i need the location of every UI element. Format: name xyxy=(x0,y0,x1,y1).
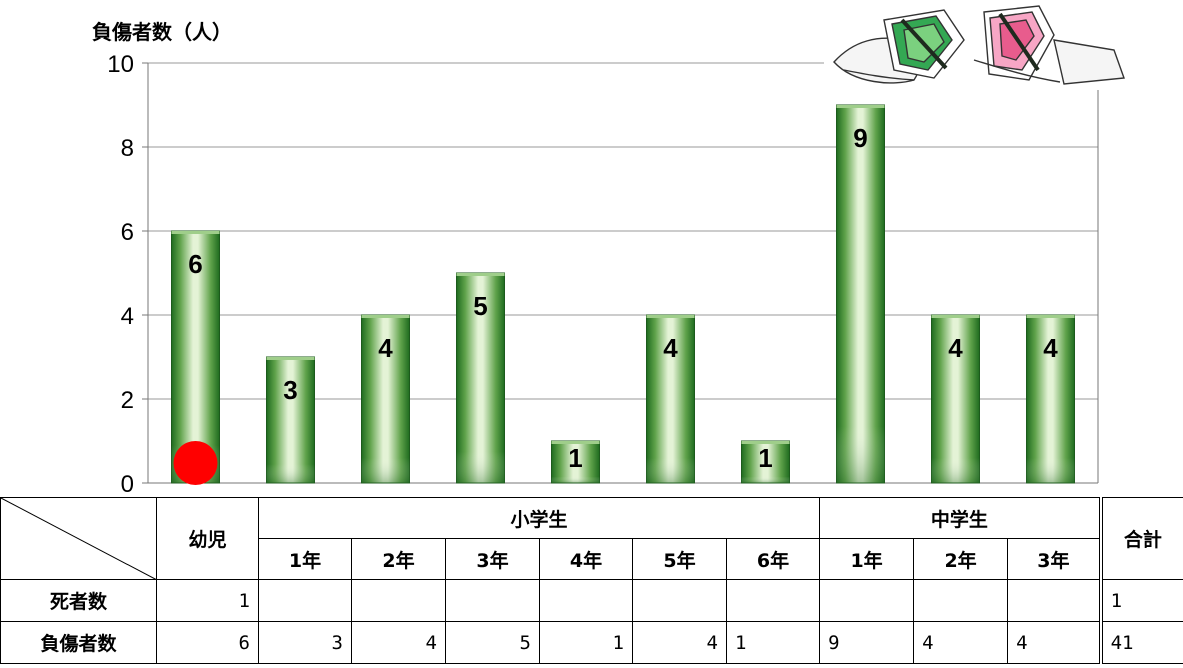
header-elem-grade: 5年 xyxy=(632,538,727,580)
injury-cell: 4 xyxy=(1007,621,1102,664)
data-label: 4 xyxy=(378,333,393,363)
injury-cell: 4 xyxy=(913,621,1009,664)
bar-top-highlight xyxy=(1026,315,1075,318)
table-row-injuries: 負傷者数 6 3 4 5 1 4 1 9 4 4 41 xyxy=(0,621,1183,664)
data-label: 9 xyxy=(853,123,867,153)
data-label: 1 xyxy=(758,443,772,473)
bar-shading xyxy=(266,357,315,483)
death-cell xyxy=(819,579,915,622)
bar-top-highlight xyxy=(361,315,410,318)
injury-cell: 1 xyxy=(725,621,821,664)
y-tick-label: 4 xyxy=(121,303,134,330)
header-elem-grade: 4年 xyxy=(539,538,633,580)
y-tick-label: 2 xyxy=(121,387,134,414)
bar-shading xyxy=(551,441,600,483)
injury-cell: 6 xyxy=(156,621,259,664)
y-tick-labels: 0 2 4 6 8 10 xyxy=(107,51,134,497)
y-tick-label: 0 xyxy=(121,471,134,497)
data-label: 3 xyxy=(283,375,297,405)
header-jh-grade: 2年 xyxy=(913,538,1009,580)
bar-chart: 0 2 4 6 8 10 6 3 4 5 1 4 1 9 4 4 xyxy=(107,51,1099,497)
header-elem-grade: 2年 xyxy=(351,538,446,580)
diagonal-line xyxy=(1,498,157,580)
bar-top-highlight xyxy=(931,315,980,318)
bar-top-highlight xyxy=(836,105,885,108)
data-label: 1 xyxy=(568,443,582,473)
bar-shading xyxy=(741,441,790,483)
bar-shading xyxy=(646,315,695,483)
injury-cell: 4 xyxy=(632,621,727,664)
header-elem-grade: 1年 xyxy=(258,538,352,580)
bar-top-highlight xyxy=(646,315,695,318)
death-cell: 1 xyxy=(156,579,259,622)
seatbelt-illustration xyxy=(824,0,1140,90)
injury-cell: 4 xyxy=(351,621,446,664)
header-jh-grade: 3年 xyxy=(1007,538,1102,580)
y-tick-label: 6 xyxy=(121,219,134,246)
data-label: 5 xyxy=(473,291,487,321)
bar-shading xyxy=(1026,315,1075,483)
header-preschool: 幼児 xyxy=(156,497,259,580)
data-label: 4 xyxy=(948,333,963,363)
death-cell xyxy=(913,579,1009,622)
injury-cell: 9 xyxy=(819,621,915,664)
header-elem-grade: 3年 xyxy=(445,538,540,580)
y-tick-label: 8 xyxy=(121,135,134,162)
bar-shading xyxy=(931,315,980,483)
header-junior-high: 中学生 xyxy=(819,497,1102,539)
row-label-injuries: 負傷者数 xyxy=(0,621,157,664)
bar-top-highlight xyxy=(266,357,315,360)
header-total: 合計 xyxy=(1098,497,1183,580)
death-marker xyxy=(173,441,218,485)
casualty-table: 幼児 小学生 中学生 合計 1年 2年 3年 4年 5年 6年 1年 2年 3年… xyxy=(0,497,1183,664)
death-cell xyxy=(725,579,821,622)
bar-shading xyxy=(361,315,410,483)
injury-cell: 5 xyxy=(445,621,540,664)
bar-top-highlight xyxy=(171,231,220,234)
death-cell xyxy=(539,579,633,622)
injury-total-cell: 41 xyxy=(1098,621,1183,664)
death-cell xyxy=(445,579,540,622)
data-label: 4 xyxy=(1043,333,1058,363)
header-elementary: 小学生 xyxy=(257,497,821,539)
row-label-deaths: 死者数 xyxy=(0,579,157,622)
bars xyxy=(171,104,1075,484)
bar-shading xyxy=(836,105,885,483)
y-axis-title: 負傷者数（人） xyxy=(92,20,232,44)
data-labels: 6 3 4 5 1 4 1 9 4 4 xyxy=(173,123,1058,485)
header-elem-grade: 6年 xyxy=(725,538,821,580)
bar-top-highlight xyxy=(551,441,600,444)
death-total-cell: 1 xyxy=(1098,579,1183,622)
header-jh-grade: 1年 xyxy=(819,538,915,580)
data-label: 6 xyxy=(188,249,202,279)
table-row-deaths: 死者数 1 1 xyxy=(0,579,1183,622)
data-label: 4 xyxy=(663,333,678,363)
death-cell xyxy=(351,579,446,622)
bar-shading xyxy=(456,273,505,483)
death-cell xyxy=(1007,579,1102,622)
death-cell xyxy=(632,579,727,622)
bar-top-highlight xyxy=(741,441,790,444)
table-corner-cell xyxy=(0,497,157,580)
injury-cell: 3 xyxy=(258,621,352,664)
death-cell xyxy=(258,579,352,622)
y-tick-label: 10 xyxy=(107,51,134,78)
bar-top-highlight xyxy=(456,273,505,276)
injury-cell: 1 xyxy=(539,621,633,664)
